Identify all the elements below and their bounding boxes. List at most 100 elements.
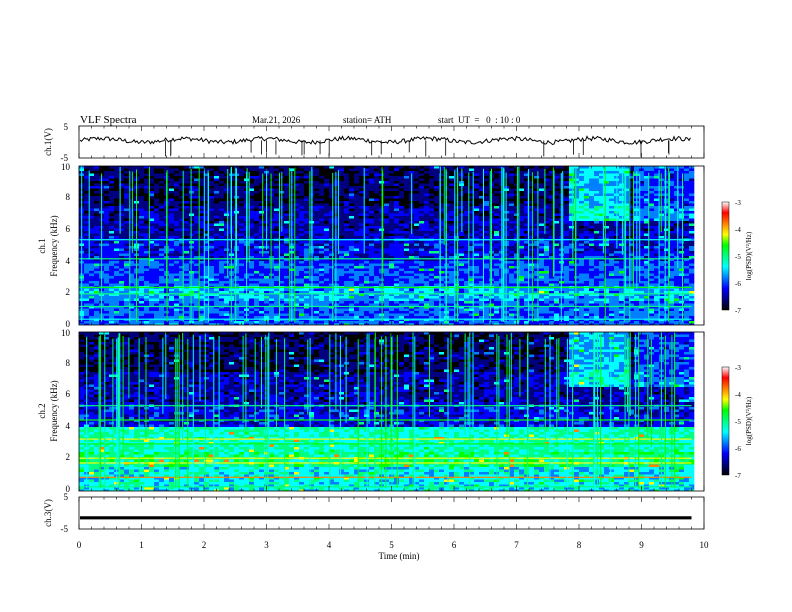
ch1-spectrogram-cell — [159, 223, 165, 227]
ch1-spectrogram-cell — [94, 263, 100, 267]
ch1-spectrogram-cell — [664, 201, 670, 204]
ch1-spectrogram-cell — [479, 261, 485, 264]
ch1-spectrogram-cell — [624, 201, 630, 204]
ch1-spectrogram-cell — [549, 216, 555, 219]
ch1-spectrogram-cell — [249, 233, 255, 237]
ch1-spectrogram-cell — [184, 251, 190, 254]
ch1-spectrogram-cell — [459, 241, 465, 244]
ch1-spectrogram-cell — [299, 171, 305, 174]
ch1-spectrogram-cell — [674, 171, 680, 174]
ch1-spectrogram-cell — [564, 213, 570, 217]
ch1-spectrogram-cell — [394, 188, 400, 192]
ch1-spectrogram-cell — [109, 188, 115, 192]
ch1-spectrogram-cell — [239, 236, 245, 239]
ch1-spectrogram-cell — [369, 221, 375, 224]
ch1-spectrogram-cell — [669, 256, 675, 259]
ch1-spectrogram-cell — [404, 171, 410, 174]
ch1-spectrogram-cell — [384, 186, 390, 189]
ch1-spectrogram-cell — [304, 221, 310, 224]
ch1-spectrogram-cell — [169, 211, 175, 214]
ch1-spectrogram-cell — [129, 171, 135, 174]
ch1-spectrogram-cell — [124, 253, 130, 257]
ch1-spectrogram-cell — [564, 226, 570, 229]
ch1-spectrogram-cell — [494, 203, 500, 207]
ch1-spectrogram-cell — [414, 206, 420, 209]
ch1-spectrogram-cell — [179, 258, 185, 262]
ch1-spectrogram-cell — [169, 263, 175, 267]
ch1-spectrogram-cell — [364, 203, 370, 207]
ch1-spectrogram-cell — [294, 171, 300, 174]
ch1-spectrogram-cell — [479, 241, 485, 244]
ch1-spectrogram-cell — [509, 198, 515, 202]
ch1-spectrogram-cell — [664, 173, 670, 177]
ch1-spectrogram-cell — [314, 208, 320, 212]
ch1-spectrogram-cell — [324, 186, 330, 189]
ch1-spectrogram-cell — [624, 183, 630, 187]
ch1-spectrogram-cell — [214, 181, 220, 184]
ch1-spectrogram-cell — [594, 228, 600, 232]
ch1-spectrogram-cell — [109, 241, 115, 244]
ch1-spectrogram-cell — [469, 243, 475, 247]
ch1-spectrogram-cell — [474, 183, 480, 187]
ch1-spectrogram-cell — [529, 241, 535, 244]
ch1-spectrogram-cell — [344, 188, 350, 192]
ch1-spectrogram-cell — [504, 178, 510, 182]
ch1-spectrogram-cell — [384, 236, 390, 239]
ch1-spectrogram-cell — [149, 183, 155, 187]
ch1-spectrogram-cell — [314, 211, 320, 214]
ch1-spectrogram-cell — [434, 236, 440, 239]
ch1-spectrogram-cell — [169, 246, 175, 249]
ch1-spectrogram-cell — [519, 251, 525, 254]
ch1-spectrogram-cell — [514, 261, 520, 264]
ch1-spectrogram-cell — [144, 243, 150, 247]
ch1-spectrogram-cell — [139, 256, 145, 259]
ch1-spectrogram-cell — [589, 253, 595, 257]
ch1-spectrogram-cell — [549, 181, 555, 184]
ch1-spectrogram-cell — [549, 193, 555, 197]
ch1-spectrogram-cell — [569, 211, 575, 214]
ch1-spectrogram-cell — [539, 256, 545, 259]
ch1-spectrogram-cell — [529, 188, 535, 192]
ch1-spectrogram-cell — [554, 198, 560, 202]
ch1-spectrogram-cell — [149, 171, 155, 174]
ch1-spectrogram-cell — [554, 208, 560, 212]
ch1-spectrogram-cell — [179, 201, 185, 204]
ch1-spectrogram-cell — [284, 213, 290, 217]
ch1-spectrogram-cell — [554, 213, 560, 217]
ch1-spectrogram-cell — [484, 208, 490, 212]
ch1-spectrogram-cell — [434, 181, 440, 184]
ch1-spectrogram-cell — [314, 233, 320, 237]
ch1-spectrogram-cell — [224, 171, 230, 174]
ch1-spectrogram-cell — [144, 246, 150, 249]
ch1-spectrogram-cell — [454, 223, 460, 227]
ch1-spectrogram-cell — [689, 218, 695, 222]
ch1-spectrogram-cell — [594, 176, 600, 179]
ch1-spectrogram-cell — [534, 213, 540, 217]
ch1-spectrogram-cell — [179, 218, 185, 222]
ch1-spectrogram-cell — [369, 203, 375, 207]
ch1-spectrogram-cell — [214, 188, 220, 192]
chart-title: VLF Spectra — [80, 114, 137, 126]
ch1-spectrogram-cell — [604, 236, 610, 239]
ch1-spectrogram-cell — [194, 213, 200, 217]
ch1-spectrogram-cell — [544, 181, 550, 184]
ch1-spectrogram-cell — [684, 258, 690, 262]
ch1-spectrogram-cell — [169, 183, 175, 187]
ch1-spectrogram-cell — [574, 256, 580, 259]
ch1-spectrogram-cell — [639, 233, 645, 237]
ch1-spectrogram-cell — [449, 211, 455, 214]
ch1-spectrogram-cell — [404, 246, 410, 249]
ch1-spectrogram-cell — [519, 198, 525, 202]
ch1-spectrogram-cell — [319, 213, 325, 217]
ch1-spectrogram-cell — [259, 206, 265, 209]
ch1-spectrogram-cell — [124, 233, 130, 237]
ch1-spectrogram-cell — [329, 251, 335, 254]
ch1-spectrogram-cell — [549, 236, 555, 239]
ch1-spectrogram-cell — [254, 263, 260, 267]
ch1-spectrogram-cell — [664, 218, 670, 222]
ch1-spectrogram-cell — [594, 173, 600, 177]
ch1-spectrogram-cell — [594, 208, 600, 212]
ch1-spectrogram-cell — [169, 203, 175, 207]
ch1-spectrogram-cell — [364, 188, 370, 192]
ch1-spectrogram-cell — [324, 188, 330, 192]
